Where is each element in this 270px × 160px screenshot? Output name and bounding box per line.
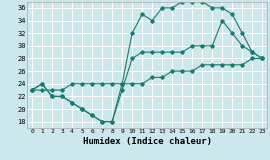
X-axis label: Humidex (Indice chaleur): Humidex (Indice chaleur) bbox=[83, 137, 212, 146]
